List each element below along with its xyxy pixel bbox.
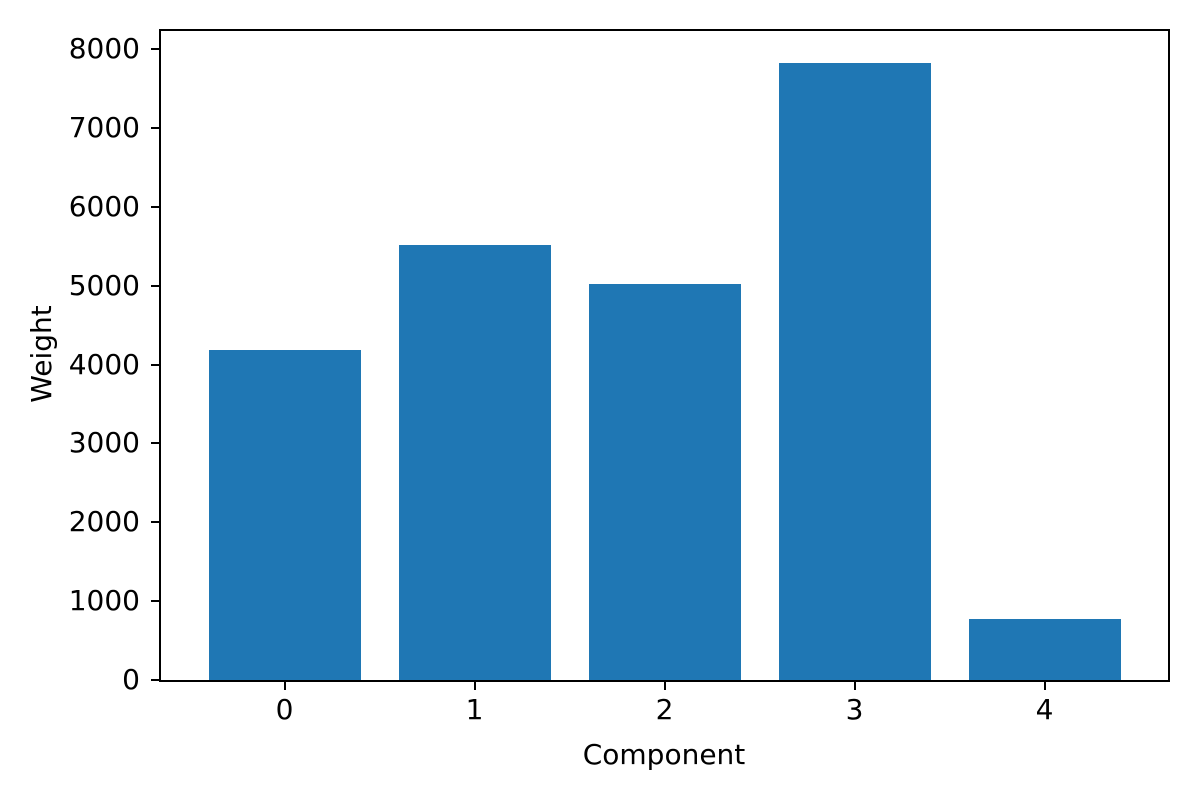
x-axis-tick: [1043, 680, 1046, 690]
y-axis-tick: [151, 600, 161, 603]
x-axis-label: Component: [582, 738, 746, 771]
y-axis-tick: [151, 442, 161, 445]
bar-component-3: [778, 62, 931, 680]
y-axis-tick-label: 5000: [68, 268, 140, 302]
x-axis-tick-label: 4: [1035, 693, 1054, 726]
y-axis-tick-label: 7000: [68, 110, 140, 144]
y-axis-tick-label: 1000: [68, 584, 140, 618]
y-axis-tick-label: 6000: [68, 189, 140, 223]
x-axis-tick-label: 1: [465, 693, 484, 726]
y-axis-tick: [151, 679, 161, 681]
x-axis-tick-label: 0: [275, 693, 294, 726]
x-axis-tick: [853, 680, 856, 690]
y-axis-tick-label: 3000: [68, 426, 140, 460]
y-axis-tick: [151, 284, 161, 287]
bar-component-1: [398, 244, 551, 680]
x-axis-tick: [283, 680, 286, 690]
y-axis-tick: [151, 521, 161, 524]
x-axis-tick-label: 2: [655, 693, 674, 726]
x-axis-tick: [663, 680, 666, 690]
y-axis-tick-label: 2000: [68, 505, 140, 539]
plot-area: 0 1000 2000 3000 4000 5000 6000 7000 8000 0 1 2 3 4: [69, 29, 1170, 724]
y-axis-label: Weight: [25, 305, 58, 403]
y-axis-tick: [151, 127, 161, 129]
bar-component-0: [208, 349, 361, 680]
y-axis-tick: [151, 48, 161, 51]
x-axis-tick-label: 3: [845, 693, 864, 726]
y-axis-tick-label: 0: [122, 663, 140, 696]
bar-component-2: [588, 284, 741, 680]
y-axis-tick-label: 8000: [68, 32, 140, 66]
x-axis-tick: [473, 680, 476, 690]
y-axis-tick-label: 4000: [68, 347, 140, 381]
y-axis-tick: [151, 205, 161, 208]
y-axis-tick: [151, 363, 161, 366]
bar-component-4: [968, 618, 1121, 680]
